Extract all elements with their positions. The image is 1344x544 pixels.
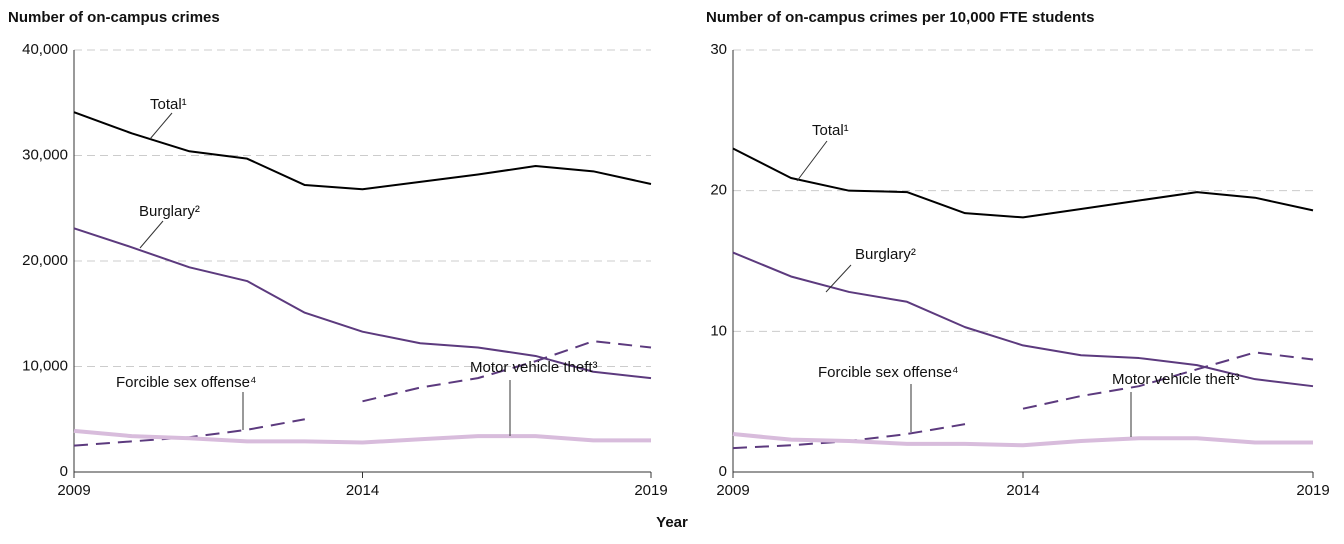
series-line (362, 340, 652, 403)
x-tick-label: 2009 (716, 482, 749, 499)
leader-line (149, 112, 173, 140)
leader-line (825, 264, 852, 293)
series-label: Total¹ (150, 96, 187, 113)
series-line (73, 428, 651, 445)
series-label: Total¹ (812, 122, 849, 139)
chart-title: Number of on-campus crimes per 10,000 FT… (706, 9, 1094, 26)
y-tick-label: 30,000 (22, 146, 68, 163)
y-tick-label: 10,000 (22, 357, 68, 374)
x-tick-label: 2019 (634, 482, 667, 499)
series-line (73, 111, 652, 191)
series-label: Burglary² (855, 246, 916, 263)
leader-line (796, 140, 828, 182)
y-tick-label: 20,000 (22, 252, 68, 269)
series-label: Motor vehicle theft³ (1112, 371, 1240, 388)
y-tick-label: 0 (719, 463, 727, 480)
x-axis-label: Year (656, 514, 688, 531)
y-tick-label: 40,000 (22, 41, 68, 58)
leader-line (139, 220, 164, 249)
y-tick-label: 0 (60, 463, 68, 480)
y-tick-label: 10 (710, 322, 727, 339)
series-line (732, 251, 1314, 388)
x-tick-label: 2009 (57, 482, 90, 499)
series-line (732, 432, 1313, 448)
x-tick-label: 2014 (1006, 482, 1039, 499)
x-tick-label: 2014 (346, 482, 379, 499)
series-label: Forcible sex offense⁴ (116, 374, 256, 391)
y-tick-label: 20 (710, 182, 727, 199)
series-label: Motor vehicle theft³ (470, 359, 598, 376)
series-label: Burglary² (139, 203, 200, 220)
series-line (732, 147, 1314, 219)
series-line (73, 227, 652, 380)
chart-title: Number of on-campus crimes (8, 9, 220, 26)
x-tick-label: 2019 (1296, 482, 1329, 499)
series-line (1022, 351, 1314, 410)
y-tick-label: 30 (710, 41, 727, 58)
series-label: Forcible sex offense⁴ (818, 364, 958, 381)
